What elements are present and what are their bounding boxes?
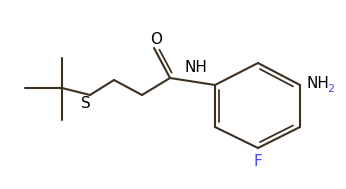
Text: NH: NH [184, 60, 208, 75]
Text: O: O [150, 32, 162, 46]
Text: 2: 2 [327, 84, 334, 94]
Text: S: S [81, 95, 91, 111]
Text: NH: NH [306, 77, 329, 91]
Text: F: F [254, 153, 262, 169]
